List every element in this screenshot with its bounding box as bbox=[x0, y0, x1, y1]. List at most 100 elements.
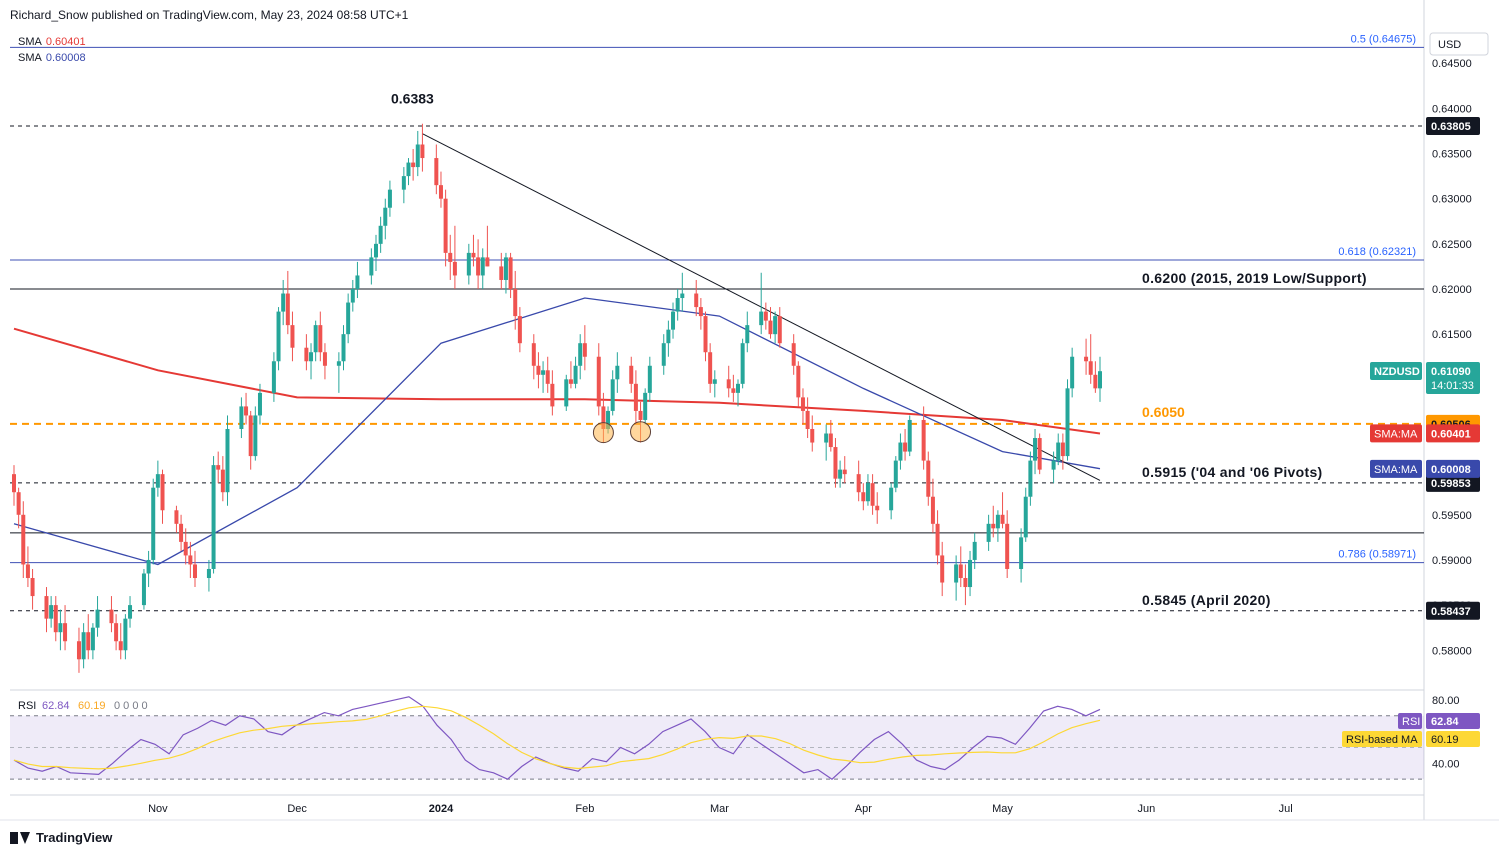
rsi-ma-value-badge bbox=[1426, 731, 1480, 747]
candle-body bbox=[211, 465, 216, 569]
candle-body bbox=[12, 474, 16, 493]
price-badge bbox=[1426, 473, 1480, 492]
x-tick-label: Feb bbox=[575, 803, 594, 815]
candle-body bbox=[564, 379, 569, 407]
fib-label: 0.786 (0.58971) bbox=[1338, 549, 1416, 561]
rsi-ma-legend-value: 60.19 bbox=[78, 700, 106, 712]
candle-body bbox=[476, 257, 481, 276]
candle-body bbox=[541, 370, 546, 375]
candle-body bbox=[675, 298, 680, 312]
candle-body bbox=[768, 320, 773, 335]
candle-body bbox=[773, 316, 778, 335]
candle-body bbox=[471, 252, 476, 258]
sma-value-badge bbox=[1426, 459, 1480, 478]
candle-body bbox=[1098, 371, 1102, 389]
candle-body bbox=[1019, 537, 1024, 569]
level-annotation: 0.5915 ('04 and '06 Pivots) bbox=[1142, 464, 1323, 480]
candle-body bbox=[935, 523, 940, 556]
price-badge-text: 0.59853 bbox=[1431, 478, 1471, 490]
candle-body bbox=[174, 510, 179, 524]
candle-body bbox=[95, 609, 100, 628]
candle-body bbox=[647, 365, 652, 393]
candle-body bbox=[49, 605, 54, 619]
peak-label: 0.6383 bbox=[391, 91, 434, 107]
candle-body bbox=[406, 162, 411, 177]
currency-box bbox=[1429, 32, 1489, 56]
candle-body bbox=[726, 379, 731, 389]
candle-body bbox=[58, 623, 63, 633]
support-circle bbox=[592, 422, 614, 444]
candle-body bbox=[401, 176, 406, 190]
candle-body bbox=[930, 496, 935, 524]
candle-body bbox=[986, 523, 991, 542]
candle-body bbox=[183, 541, 188, 556]
candle-body bbox=[411, 162, 416, 168]
candle-body bbox=[1084, 356, 1089, 362]
tradingview-footer[interactable]: TradingView bbox=[10, 830, 112, 845]
y-tick-label: 0.59500 bbox=[1432, 510, 1472, 522]
symbol-badge-text: NZDUSD bbox=[1374, 366, 1420, 378]
rsi-ma-value-text: 60.19 bbox=[1431, 734, 1459, 746]
x-tick-label: May bbox=[992, 803, 1013, 815]
y-tick-label: 0.64000 bbox=[1432, 103, 1472, 115]
candle-body bbox=[661, 343, 666, 366]
candle-body bbox=[666, 329, 671, 344]
candle-body bbox=[568, 379, 573, 384]
candle-body bbox=[141, 573, 146, 606]
candle-body bbox=[633, 383, 638, 411]
candle-body bbox=[1051, 460, 1056, 470]
candle-body bbox=[536, 365, 541, 375]
candle-body bbox=[90, 627, 95, 651]
candle-body bbox=[53, 605, 58, 633]
x-tick-label: Jul bbox=[1279, 803, 1293, 815]
candle-body bbox=[21, 514, 26, 565]
support-circle bbox=[630, 421, 652, 443]
sma-value-text: 0.60401 bbox=[1431, 428, 1471, 440]
candle-body bbox=[995, 514, 1000, 529]
candle-body bbox=[805, 410, 810, 429]
candle-body bbox=[1065, 388, 1070, 457]
candle-body bbox=[322, 352, 327, 366]
candle-body bbox=[963, 578, 968, 588]
candle-body bbox=[346, 302, 351, 335]
candle-body bbox=[550, 383, 555, 407]
candle-body bbox=[114, 623, 119, 642]
sma-legend-fast: SMA 0.60008 bbox=[18, 52, 86, 64]
candle-body bbox=[341, 334, 346, 362]
candle-body bbox=[796, 365, 801, 398]
rsi-line bbox=[13, 696, 1101, 780]
candle-body bbox=[1093, 374, 1098, 389]
candle-body bbox=[452, 261, 457, 276]
candle-body bbox=[225, 428, 230, 493]
candle-body bbox=[842, 469, 847, 475]
candle-body bbox=[596, 356, 601, 407]
candle-body bbox=[193, 564, 197, 579]
x-tick-label: 2024 bbox=[429, 803, 454, 815]
x-tick-label: Jun bbox=[1138, 803, 1156, 815]
y-tick-label: 0.63000 bbox=[1432, 194, 1472, 206]
sma-slow-label: SMA bbox=[18, 36, 42, 48]
candle-body bbox=[638, 410, 643, 420]
candle-body bbox=[1088, 361, 1093, 375]
candle-body bbox=[355, 275, 360, 290]
countdown-text: 14:01:33 bbox=[1431, 380, 1474, 392]
candle-body bbox=[763, 311, 768, 321]
candle-body bbox=[1037, 438, 1042, 470]
candle-body bbox=[25, 564, 30, 579]
level-annotation: 0.5845 (April 2020) bbox=[1142, 592, 1271, 608]
candle-body bbox=[290, 325, 295, 348]
rsi-legend-extra: 0 0 0 0 bbox=[114, 700, 148, 712]
candle-body bbox=[318, 325, 323, 353]
candle-body bbox=[503, 257, 508, 280]
y-tick-label: 0.63500 bbox=[1432, 149, 1472, 161]
rsi-badge-label: RSI bbox=[1402, 716, 1420, 728]
candle-body bbox=[350, 289, 355, 303]
sma-fast-value: 0.60008 bbox=[45, 52, 86, 64]
sma200-line bbox=[13, 327, 1101, 435]
candle-body bbox=[434, 158, 439, 186]
candle-body bbox=[712, 379, 717, 384]
candle-body bbox=[304, 347, 309, 362]
candle-body bbox=[610, 379, 615, 411]
